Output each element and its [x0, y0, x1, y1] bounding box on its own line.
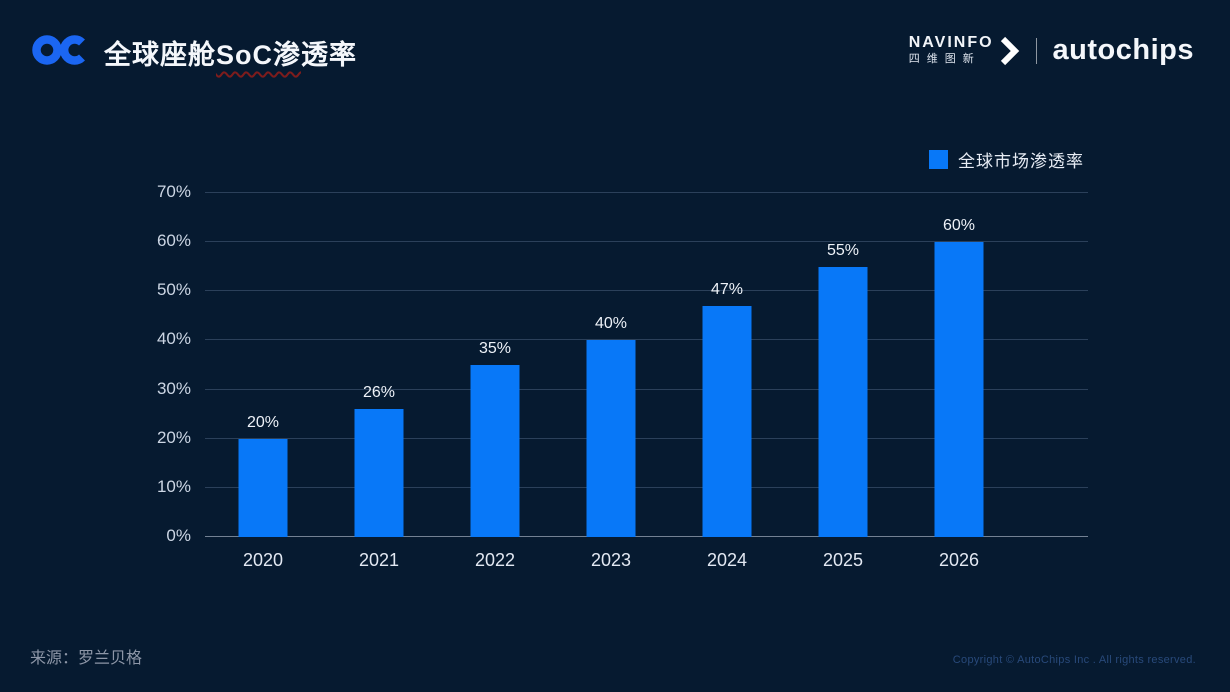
bar-value-label: 40% [594, 315, 628, 333]
x-tick-label: 2021 [358, 550, 400, 570]
bar [586, 340, 636, 537]
x-tick-label: 2025 [822, 550, 864, 570]
bar [470, 365, 520, 537]
bar-value-label: 55% [826, 241, 860, 259]
y-tick-label: 30% [156, 378, 191, 398]
bar-column: 40% [553, 193, 669, 537]
bar-value-label: 35% [478, 340, 512, 357]
x-tick-label: 2024 [706, 550, 748, 570]
x-tick-label: 2022 [474, 550, 516, 570]
y-tick-label: 50% [156, 280, 191, 300]
x-tick-label: 2023 [590, 550, 632, 570]
y-tick-label: 70% [156, 182, 191, 201]
navinfo-chevron-icon [1000, 36, 1019, 65]
x-axis-labels: 2020 2021 2022 2023 2024 2025 2026 [205, 550, 1017, 571]
x-tick-label: 2026 [938, 550, 980, 570]
bar-value-label: 20% [246, 413, 280, 431]
bar-value-label: 47% [710, 281, 744, 299]
gridline [205, 192, 1088, 193]
bar [238, 438, 288, 537]
gridline [205, 290, 1088, 292]
bar [818, 266, 868, 537]
brand-logos: NAVINFO 四维图新 autochips [909, 34, 1194, 67]
legend-color-swatch [929, 150, 948, 169]
legend-label: 全球市场渗透率 [958, 152, 1084, 171]
bar-column: 60% [901, 193, 1017, 537]
bar-chart: 0% 10% 20% 30% 40% 50% 60% 70% 20% 26% 35% 40% 47% 5… [157, 182, 1088, 570]
gridline [205, 339, 1088, 341]
bar-column: 47% [669, 193, 785, 537]
title-prefix: 全球座舱 [104, 40, 216, 70]
navinfo-wordmark: NAVINFO [908, 34, 994, 52]
autochips-wordmark: autochips [1052, 34, 1194, 66]
bar [354, 409, 404, 537]
gridline [205, 241, 1088, 243]
gridline [205, 437, 1088, 439]
bars-container: 20% 26% 35% 40% 47% 55% 60% [205, 193, 1017, 537]
gridline [205, 388, 1088, 390]
page-title: 全球座舱SoC渗透率 [104, 33, 357, 72]
y-tick-label: 40% [156, 329, 191, 349]
y-tick-label: 20% [156, 427, 191, 447]
bar-column: 55% [785, 193, 901, 537]
title-suffix: 透率 [301, 40, 357, 70]
bar-column: 35% [437, 193, 553, 537]
gridline [205, 486, 1088, 488]
y-tick-label: 10% [156, 476, 191, 496]
chart-legend: 全球市场渗透率 [929, 147, 1084, 172]
bar [934, 242, 984, 537]
navinfo-logo: NAVINFO 四维图新 [909, 35, 1020, 65]
x-tick-label: 2020 [242, 550, 284, 570]
gridline [205, 536, 1088, 537]
bar-column: 26% [321, 193, 437, 537]
source-note: 来源：罗兰贝格 [30, 650, 143, 667]
y-tick-label: 0% [166, 526, 191, 545]
bar-value-label: 26% [362, 384, 396, 402]
brand-separator [1035, 37, 1037, 64]
bar [702, 306, 752, 537]
copyright-note: Copyright © AutoChips Inc . All rights r… [952, 654, 1196, 666]
oc-logo-icon [32, 35, 85, 65]
title-marked-segment: SoC渗 [216, 40, 301, 70]
navinfo-chinese-name: 四维图新 [908, 53, 981, 66]
bar-value-label: 60% [942, 217, 976, 235]
bar-column: 20% [205, 193, 321, 537]
y-tick-label: 60% [156, 231, 191, 251]
